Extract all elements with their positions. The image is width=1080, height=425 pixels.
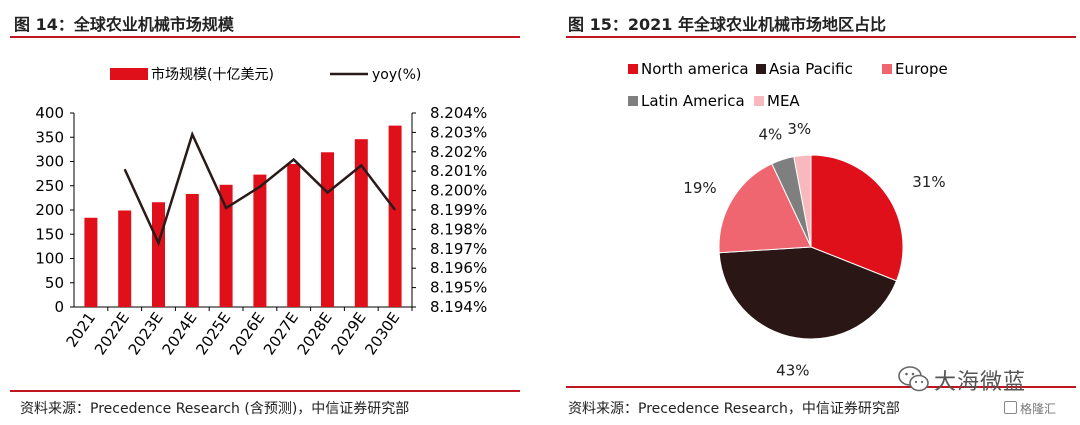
- legend-label-bar: 市场规模(十亿美元): [151, 66, 274, 83]
- chart-legend: 市场规模(十亿美元) yoy(%): [110, 66, 421, 83]
- bar-2023E: [152, 202, 165, 307]
- y-right-tick-label: 8.196%: [430, 259, 487, 277]
- y-right-tick-label: 8.200%: [430, 182, 487, 200]
- legend-swatch-mea: [754, 96, 764, 106]
- left-source-rule: [10, 390, 520, 392]
- watermark-text: 大海微蓝: [934, 370, 1027, 395]
- x-tick-label: 2023E: [125, 309, 167, 358]
- y-left-tick-label: 150: [35, 225, 64, 243]
- y-right-tick-label: 8.195%: [430, 279, 487, 297]
- pie-label-north-america: 31%: [912, 173, 945, 191]
- legend-swatch-north-america: [628, 64, 638, 74]
- legend-swatch-latin-america: [628, 96, 638, 106]
- y-right-tick-label: 8.199%: [430, 201, 487, 219]
- x-tick-label: 2030E: [361, 309, 403, 358]
- pie-slice-north-america: [810, 154, 904, 282]
- bar-2030E: [388, 125, 402, 307]
- pie-legend: North america Asia Pacific Europe Latin Ame…: [628, 60, 948, 110]
- left-figure-title: 图 14：全球农业机械市场规模: [14, 15, 234, 34]
- pie-slice-asia-pacific: [718, 246, 898, 340]
- pie-label-europe: 19%: [683, 179, 716, 197]
- y-left-tick-label: 250: [35, 177, 64, 195]
- right-source-rule: [566, 386, 1076, 388]
- legend-label-asia-pacific: Asia Pacific: [769, 60, 853, 78]
- legend-label-line: yoy(%): [372, 67, 421, 83]
- watermark: 大海微蓝: [898, 362, 1058, 396]
- y-left-tick-label: 100: [35, 250, 64, 268]
- y-right-tick-label: 8.198%: [430, 220, 487, 238]
- legend-swatch-asia-pacific: [756, 64, 766, 74]
- legend-label-mea: MEA: [767, 92, 800, 110]
- y-right-tick-label: 8.202%: [430, 143, 487, 161]
- bar-2028E: [321, 152, 334, 307]
- right-figure: 图 15：2021 年全球农业机械市场地区占比 North america Asi…: [556, 0, 1080, 425]
- left-figure: 图 14：全球农业机械市场规模 市场规模(十亿美元) yoy(%) 0 50 100 15…: [0, 0, 530, 425]
- legend-label-europe: Europe: [895, 60, 948, 78]
- y-right-tick-label: 8.201%: [430, 162, 487, 180]
- legend-swatch-europe: [882, 64, 892, 74]
- right-title-rule: [566, 36, 1076, 38]
- pie-label-latin-america: 4%: [758, 125, 782, 143]
- x-tick-label: 2026E: [226, 309, 268, 358]
- bar-2021: [84, 217, 98, 307]
- watermark-sub-icon: [1004, 401, 1017, 414]
- legend-label-north-america: North america: [641, 60, 749, 78]
- bar-2029E: [354, 139, 368, 307]
- x-tick-label: 2025E: [192, 309, 234, 358]
- y-left-tick-label: 350: [35, 128, 64, 146]
- x-tick-label: 2022E: [91, 309, 133, 358]
- y-left-tick-label: 0: [54, 298, 64, 316]
- x-tick-label: 2028E: [294, 309, 336, 358]
- region-share-chart: North america Asia Pacific Europe Latin Ame…: [628, 60, 948, 379]
- bar-2026E: [253, 174, 267, 307]
- y-right-tick-label: 8.197%: [430, 240, 487, 258]
- pie-label-asia-pacific: 43%: [776, 361, 809, 379]
- y-left-tick-label: 50: [45, 274, 64, 292]
- pie-slice-mea: [793, 154, 812, 248]
- y-right-tick-label: 8.203%: [430, 123, 487, 141]
- legend-label-latin-america: Latin America: [641, 92, 745, 110]
- x-tick-label: 2027E: [260, 309, 302, 358]
- left-source: 资料来源：Precedence Research (含预测)，中信证券研究部: [20, 401, 410, 417]
- x-tick-label: 2024E: [158, 309, 200, 358]
- y-left-tick-label: 200: [35, 201, 64, 219]
- left-title-rule: [10, 36, 520, 38]
- y-right-tick-label: 8.194%: [430, 298, 487, 316]
- bar-2027E: [287, 163, 301, 307]
- market-size-chart: 市场规模(十亿美元) yoy(%) 0 50 100 150 200 250 300 350 400…: [35, 66, 487, 358]
- right-source: 资料来源：Precedence Research，中信证券研究部: [568, 401, 900, 417]
- bar-2025E: [219, 184, 233, 307]
- legend-swatch-bar: [110, 68, 148, 80]
- y-right-tick-label: 8.204%: [430, 104, 487, 122]
- y-left-tick-label: 400: [35, 104, 64, 122]
- watermark-sub: 格隆汇: [1004, 400, 1056, 417]
- pie-slice-europe: [718, 163, 812, 254]
- y-left-tick-label: 300: [35, 153, 64, 171]
- pie-label-mea: 3%: [787, 120, 811, 138]
- bar-2022E: [118, 210, 132, 307]
- x-tick-label: 2029E: [327, 309, 369, 358]
- bar-2024E: [185, 193, 199, 307]
- right-figure-title: 图 15：2021 年全球农业机械市场地区占比: [568, 15, 886, 34]
- watermark-sub-text: 格隆汇: [1020, 402, 1057, 416]
- wechat-icon: [898, 366, 929, 392]
